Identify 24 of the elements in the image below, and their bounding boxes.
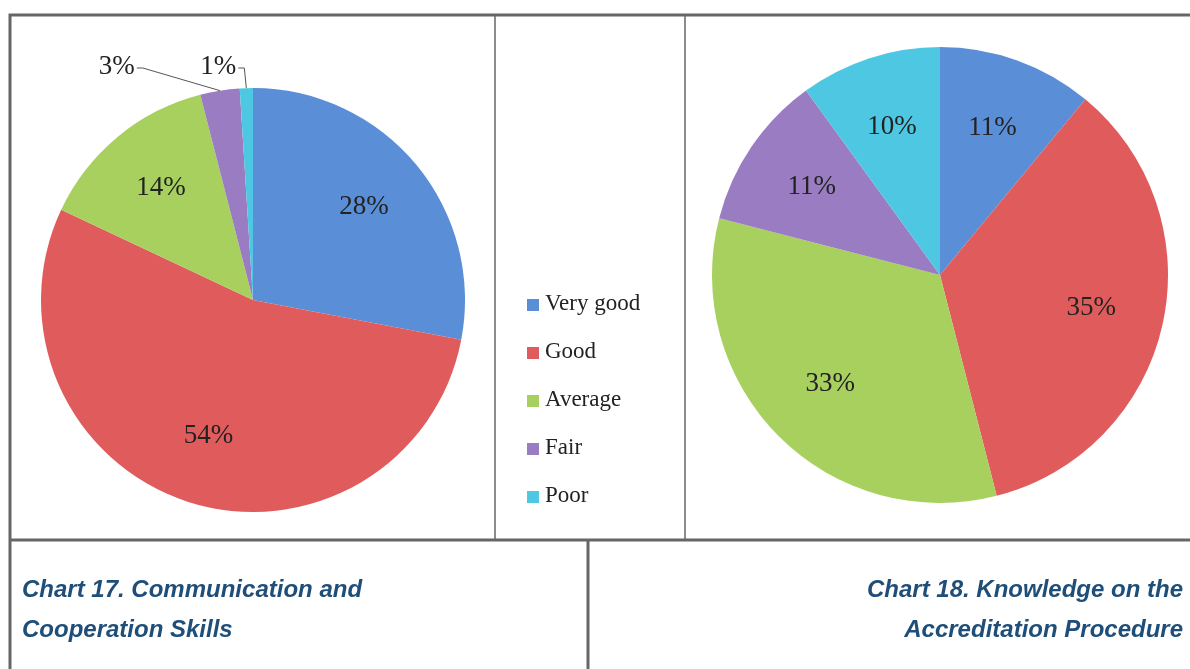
- legend-label: Average: [545, 386, 622, 412]
- pie-slice: [712, 218, 997, 503]
- data-label: 11%: [787, 170, 837, 201]
- data-label: 1%: [200, 50, 237, 81]
- pie-slice: [940, 99, 1168, 496]
- data-label: 28%: [339, 190, 389, 221]
- legend-label: Good: [545, 338, 597, 364]
- data-label: 35%: [1066, 291, 1117, 322]
- data-label: 33%: [805, 366, 856, 397]
- data-label: 11%: [968, 111, 1017, 142]
- pie-slice: [61, 94, 253, 300]
- legend-label: Very good: [545, 290, 641, 316]
- data-label: 3%: [98, 50, 135, 81]
- pie-slice: [719, 90, 940, 275]
- pie-slice: [253, 88, 465, 340]
- text: Chart 18. Knowledge on the Accreditation Procedure: [866, 575, 1183, 642]
- data-label: 10%: [867, 109, 917, 140]
- legend-label: Poor: [545, 482, 589, 508]
- data-label: 54%: [183, 419, 234, 450]
- legend-label: Fair: [545, 434, 583, 460]
- text: Chart 17. Communication and Cooperation Skills: [22, 575, 364, 642]
- data-label: 14%: [136, 171, 186, 202]
- pie-slice: [940, 47, 1086, 275]
- pie-slice: [200, 88, 253, 300]
